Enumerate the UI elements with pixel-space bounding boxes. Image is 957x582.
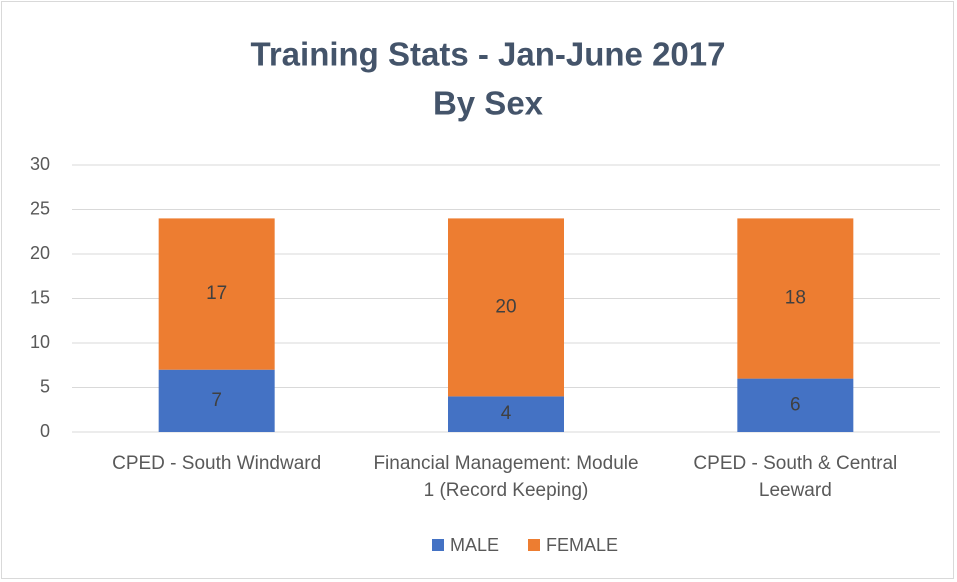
chart-title: By Sex <box>433 85 544 122</box>
y-tick-label: 20 <box>30 243 50 263</box>
y-tick-label: 30 <box>30 154 50 174</box>
chart-title: Training Stats - Jan-June 2017 <box>251 36 726 73</box>
data-label: 7 <box>211 390 222 411</box>
x-tick-label: Financial Management: Module 1 (Record K… <box>373 453 639 501</box>
legend-label: FEMALE <box>546 535 618 555</box>
y-tick-label: 10 <box>30 332 50 352</box>
bar-segment <box>737 218 854 379</box>
y-tick-label: 25 <box>30 198 50 218</box>
bar-segment <box>448 396 564 432</box>
data-label: 4 <box>501 403 512 424</box>
legend-swatch <box>528 539 540 551</box>
bar-segment <box>448 218 564 397</box>
bar-segment <box>737 378 854 432</box>
legend-label: MALE <box>450 535 499 555</box>
bar-segment <box>158 369 275 432</box>
x-tick-label: CPED - South Windward <box>112 453 322 474</box>
y-tick-label: 15 <box>30 287 50 307</box>
legend-swatch <box>432 539 444 551</box>
data-label: 18 <box>785 288 806 309</box>
data-label: 20 <box>495 296 516 317</box>
data-label: 17 <box>206 283 227 304</box>
x-tick-label: CPED - South & Central Leeward <box>693 453 898 501</box>
y-tick-label: 5 <box>40 376 50 396</box>
y-tick-label: 0 <box>40 421 50 441</box>
data-label: 6 <box>790 394 801 415</box>
bar-segment <box>158 218 275 370</box>
